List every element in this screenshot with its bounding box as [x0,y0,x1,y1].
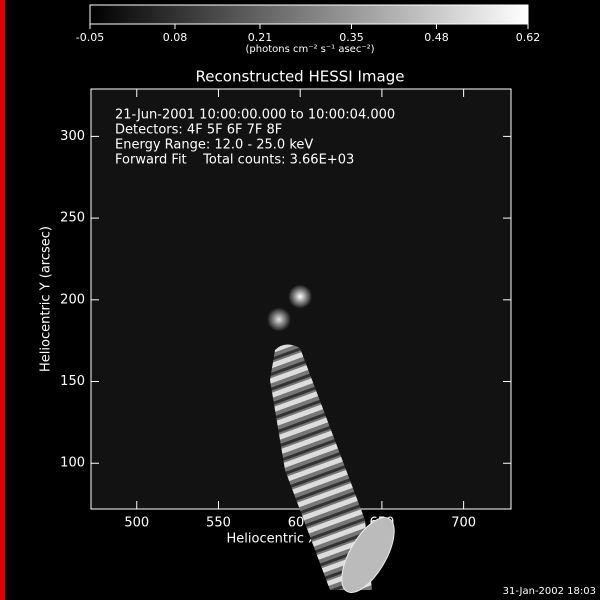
y-axis-label: Heliocentric Y (arcsec) [39,226,54,372]
x-tick-label: 500 [124,516,149,531]
colorbar-tick-label: 0.35 [339,31,364,44]
y-tick-label: 200 [60,292,85,307]
annotation: 21-Jun-2001 10:00:00.000 to 10:00:04.000 [115,108,395,123]
y-tick-label: 250 [60,211,85,226]
colorbar-tick-label: -0.05 [76,31,104,44]
colorbar-tick-label: 0.21 [248,31,273,44]
annotation: Energy Range: 12.0 - 25.0 keV [115,138,313,153]
colorbar-tick-label: 0.48 [424,31,449,44]
screw-overlay [270,344,395,593]
colorbar-label: (photons cm⁻² s⁻¹ asec⁻²) [245,44,374,55]
colorbar [89,4,529,25]
left-border [0,0,5,600]
source [288,284,313,309]
y-tick-label: 150 [60,374,85,389]
annotation: Forward Fit Total counts: 3.66E+03 [115,153,354,168]
chart-title: Reconstructed HESSI Image [196,68,405,86]
screw-head [341,517,395,593]
colorbar-tick-label: 0.08 [163,31,188,44]
x-tick-label: 550 [206,516,231,531]
y-tick-label: 100 [60,456,85,471]
timestamp: 31-Jan-2002 18:03 [503,586,596,597]
colorbar-tick-label: 0.62 [516,31,541,44]
y-tick-label: 300 [60,129,85,144]
screw-body [270,344,372,590]
annotation: Detectors: 4F 5F 6F 7F 8F [115,123,282,138]
source [266,307,291,332]
x-tick-label: 700 [451,516,476,531]
